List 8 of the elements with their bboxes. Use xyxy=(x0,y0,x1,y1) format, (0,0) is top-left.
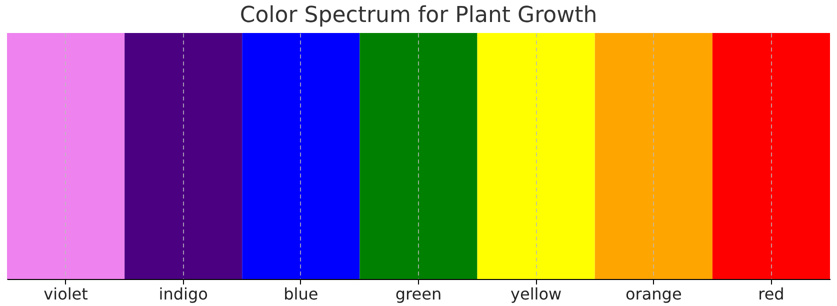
x-tick-label: red xyxy=(758,284,784,304)
x-tick-label: green xyxy=(395,284,442,304)
x-tick-label: yellow xyxy=(510,284,562,304)
chart-title: Color Spectrum for Plant Growth xyxy=(240,3,598,28)
x-tick-label: violet xyxy=(44,284,88,304)
x-tick-label: blue xyxy=(284,284,318,304)
x-tick-label: indigo xyxy=(158,284,208,304)
x-tick-label: orange xyxy=(625,284,682,304)
